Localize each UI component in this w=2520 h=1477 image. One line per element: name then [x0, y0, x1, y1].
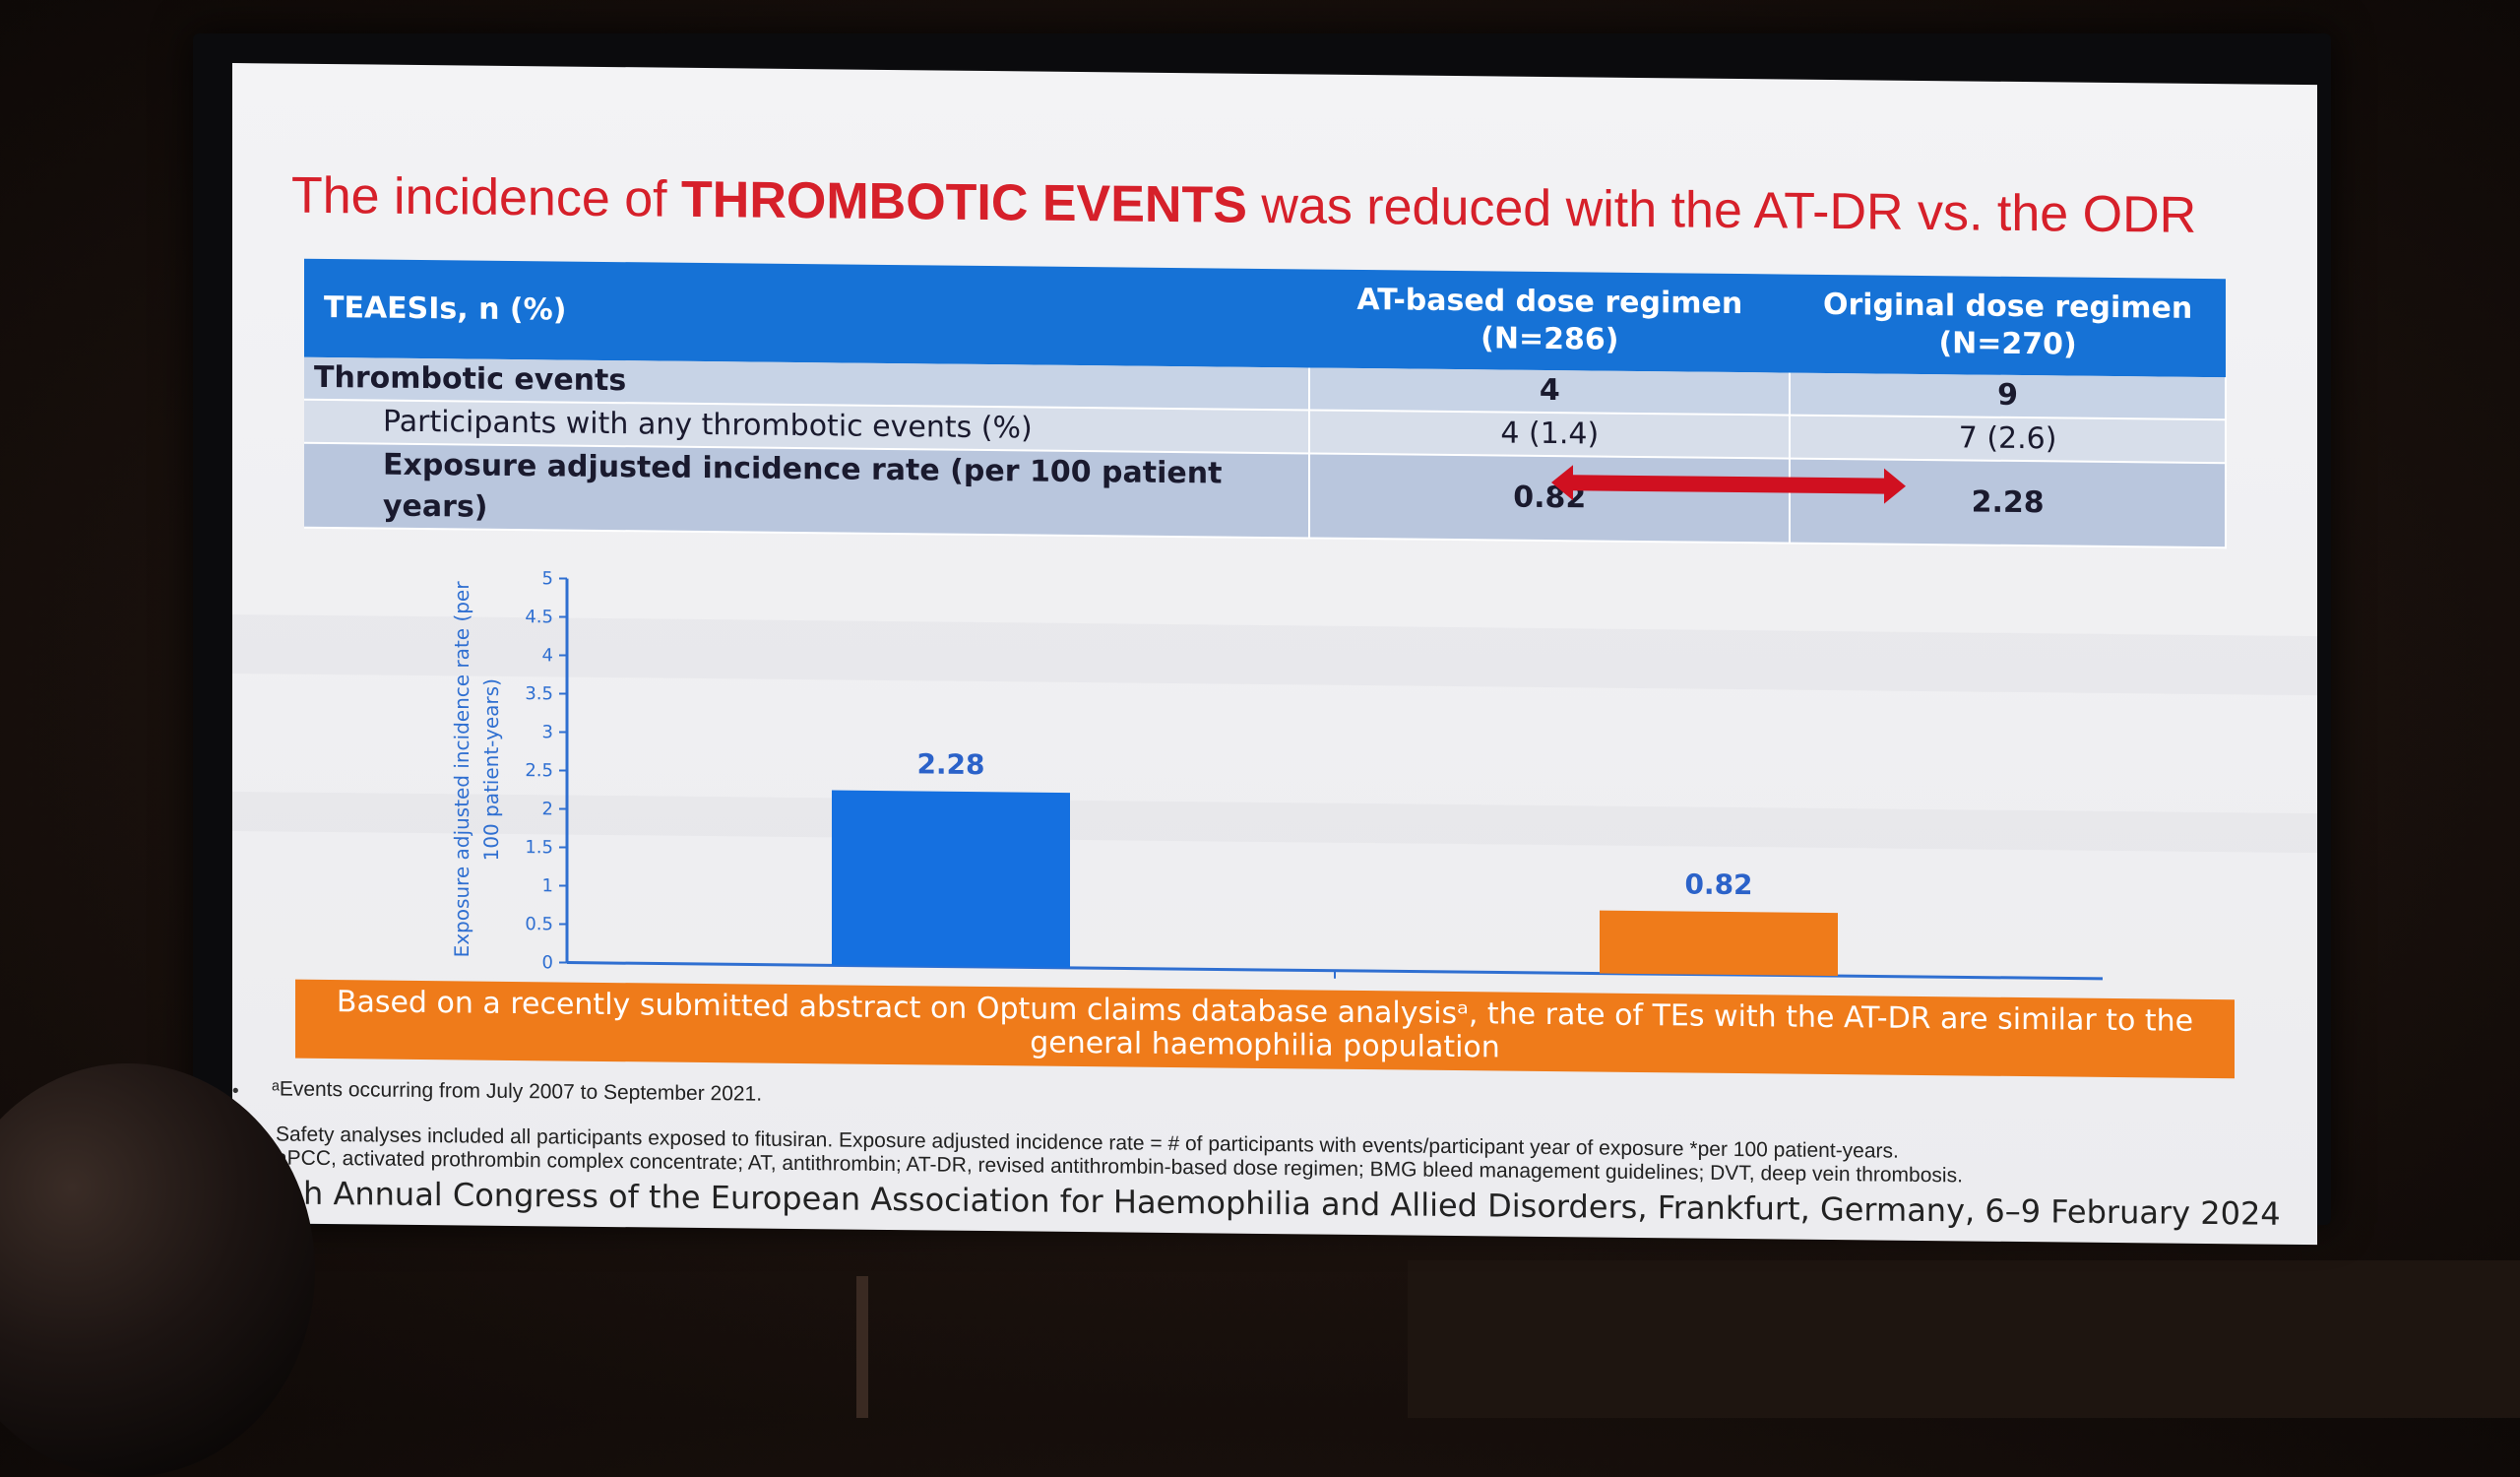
- y-tick-label: 0.5: [525, 914, 553, 934]
- title-suffix: was reduced with the AT-DR vs. the ODR: [1247, 177, 2196, 244]
- title-emphasis: THROMBOTIC EVENTS: [681, 171, 1247, 234]
- footnote-events: ᵃEvents occurring from July 2007 to Sept…: [272, 1077, 762, 1106]
- row-odr-value: 9: [1790, 373, 2226, 420]
- y-axis-title-line2: 100 patient-years): [479, 678, 503, 862]
- row-at-value: 4: [1309, 367, 1790, 415]
- y-tick-label: 3.5: [525, 683, 553, 704]
- congress-footer: h Annual Congress of the European Associ…: [303, 1175, 2272, 1233]
- presentation-slide: The incidence of THROMBOTIC EVENTS was r…: [232, 63, 2317, 1245]
- screen-stand: [856, 1276, 868, 1418]
- bar-data-label: 0.82: [1684, 867, 1752, 901]
- y-axis-title-line1: Exposure adjusted incidence rate (per: [450, 581, 473, 958]
- header-teaesi: TEAESIs, n (%): [304, 259, 1309, 368]
- header-odr-label: Original dose regimen: [1809, 287, 2206, 328]
- header-at-n: (N=286): [1329, 319, 1770, 361]
- y-tick-label: 1: [542, 875, 553, 896]
- bar: [832, 791, 1070, 968]
- y-tick-label: 4: [542, 645, 553, 666]
- y-tick-label: 0: [542, 952, 553, 973]
- header-odr-regimen: Original dose regimen (N=270): [1790, 275, 2226, 378]
- bar: [1600, 911, 1838, 976]
- y-tick-label: 3: [542, 722, 553, 742]
- slide-title: The incidence of THROMBOTIC EVENTS was r…: [291, 166, 2260, 246]
- stage-panel: [1408, 1260, 2520, 1418]
- header-odr-n: (N=270): [1809, 324, 2206, 365]
- row-odr-value: 7 (2.6): [1790, 416, 2226, 464]
- y-tick-label: 1.5: [525, 837, 553, 858]
- bar-data-label: 2.28: [916, 747, 984, 781]
- header-at-label: AT-based dose regimen: [1329, 282, 1770, 324]
- y-tick-label: 5: [542, 568, 553, 589]
- y-tick-label: 4.5: [525, 607, 553, 627]
- incidence-bar-chart: 00.511.522.533.544.552.28Original dose r…: [410, 498, 2317, 1011]
- y-tick-label: 2.5: [525, 760, 553, 781]
- double-arrow-icon: [1551, 463, 1906, 506]
- y-tick-label: 2: [542, 799, 553, 819]
- title-prefix: The incidence of: [291, 167, 681, 228]
- row-at-value: 4 (1.4): [1309, 410, 1790, 458]
- header-at-regimen: AT-based dose regimen (N=286): [1309, 269, 1790, 372]
